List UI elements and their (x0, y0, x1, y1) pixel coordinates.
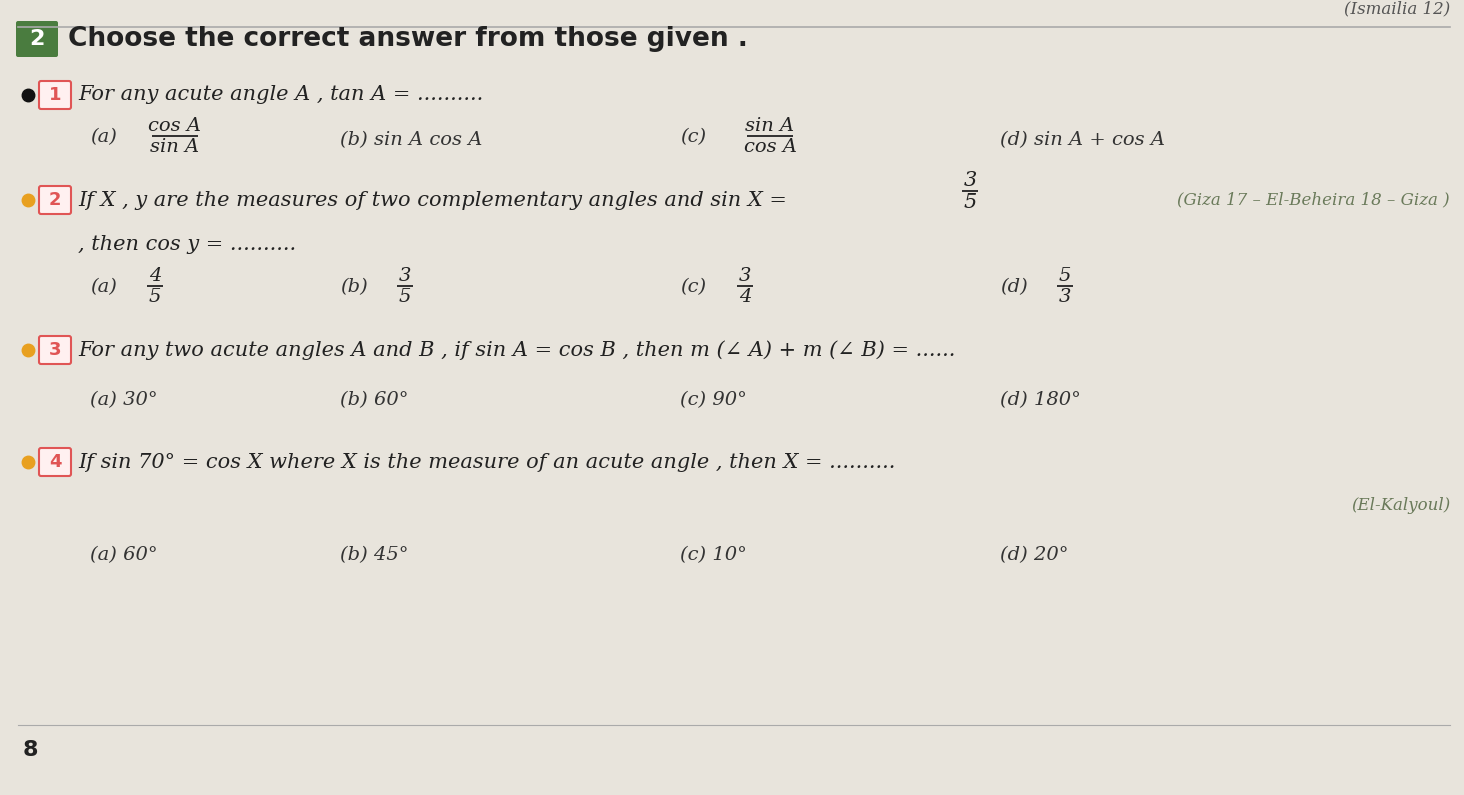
Text: Choose the correct answer from those given .: Choose the correct answer from those giv… (67, 26, 748, 52)
Text: (d): (d) (1000, 278, 1028, 296)
Text: If sin 70° = cos X where X is the measure of an acute angle , then X = .........: If sin 70° = cos X where X is the measur… (78, 452, 896, 471)
Text: (d) 180°: (d) 180° (1000, 391, 1080, 409)
FancyBboxPatch shape (40, 448, 70, 476)
Text: cos A: cos A (744, 138, 796, 156)
FancyBboxPatch shape (16, 21, 59, 57)
FancyBboxPatch shape (40, 186, 70, 214)
Text: (c): (c) (679, 128, 706, 146)
Text: 3: 3 (398, 267, 411, 285)
Text: 3: 3 (963, 171, 976, 190)
Text: sin A: sin A (151, 138, 199, 156)
Text: (b) 45°: (b) 45° (340, 546, 408, 564)
Text: If X , y are the measures of two complementary angles and sin X =: If X , y are the measures of two complem… (78, 191, 793, 210)
Text: (d) sin A + cos A: (d) sin A + cos A (1000, 131, 1165, 149)
Text: (a) 30°: (a) 30° (89, 391, 158, 409)
Text: (Ismailia 12): (Ismailia 12) (1344, 0, 1449, 17)
Text: , then cos y = ..........: , then cos y = .......... (78, 235, 296, 254)
Text: 3: 3 (739, 267, 751, 285)
Text: (a): (a) (89, 128, 117, 146)
Text: (c) 90°: (c) 90° (679, 391, 747, 409)
Text: 4: 4 (48, 453, 61, 471)
Text: (a) 60°: (a) 60° (89, 546, 158, 564)
Text: For any two acute angles A and B , if sin A = cos B , then m (∠ A) + m (∠ B) = .: For any two acute angles A and B , if si… (78, 340, 956, 360)
Text: (b) 60°: (b) 60° (340, 391, 408, 409)
FancyBboxPatch shape (40, 81, 70, 109)
Text: 5: 5 (149, 288, 161, 306)
Text: (b): (b) (340, 278, 367, 296)
Text: 5: 5 (1058, 267, 1072, 285)
Text: (a): (a) (89, 278, 117, 296)
FancyBboxPatch shape (40, 336, 70, 364)
Text: 3: 3 (48, 341, 61, 359)
Text: cos A: cos A (148, 117, 202, 135)
Text: 4: 4 (149, 267, 161, 285)
Text: 2: 2 (48, 191, 61, 209)
Text: 4: 4 (739, 288, 751, 306)
Text: (Giza 17 – El-Beheira 18 – Giza ): (Giza 17 – El-Beheira 18 – Giza ) (1177, 192, 1449, 208)
Text: (El-Kalyoul): (El-Kalyoul) (1351, 497, 1449, 514)
Text: 5: 5 (398, 288, 411, 306)
Text: 5: 5 (963, 193, 976, 212)
Text: (c) 10°: (c) 10° (679, 546, 747, 564)
Text: 2: 2 (29, 29, 45, 49)
Text: 1: 1 (48, 86, 61, 104)
Text: sin A: sin A (745, 117, 795, 135)
Text: (d) 20°: (d) 20° (1000, 546, 1069, 564)
Text: 8: 8 (22, 740, 38, 760)
Text: For any acute angle A , tan A = ..........: For any acute angle A , tan A = ........… (78, 86, 483, 104)
Text: (c): (c) (679, 278, 706, 296)
Text: 3: 3 (1058, 288, 1072, 306)
Text: (b) sin A cos A: (b) sin A cos A (340, 131, 482, 149)
